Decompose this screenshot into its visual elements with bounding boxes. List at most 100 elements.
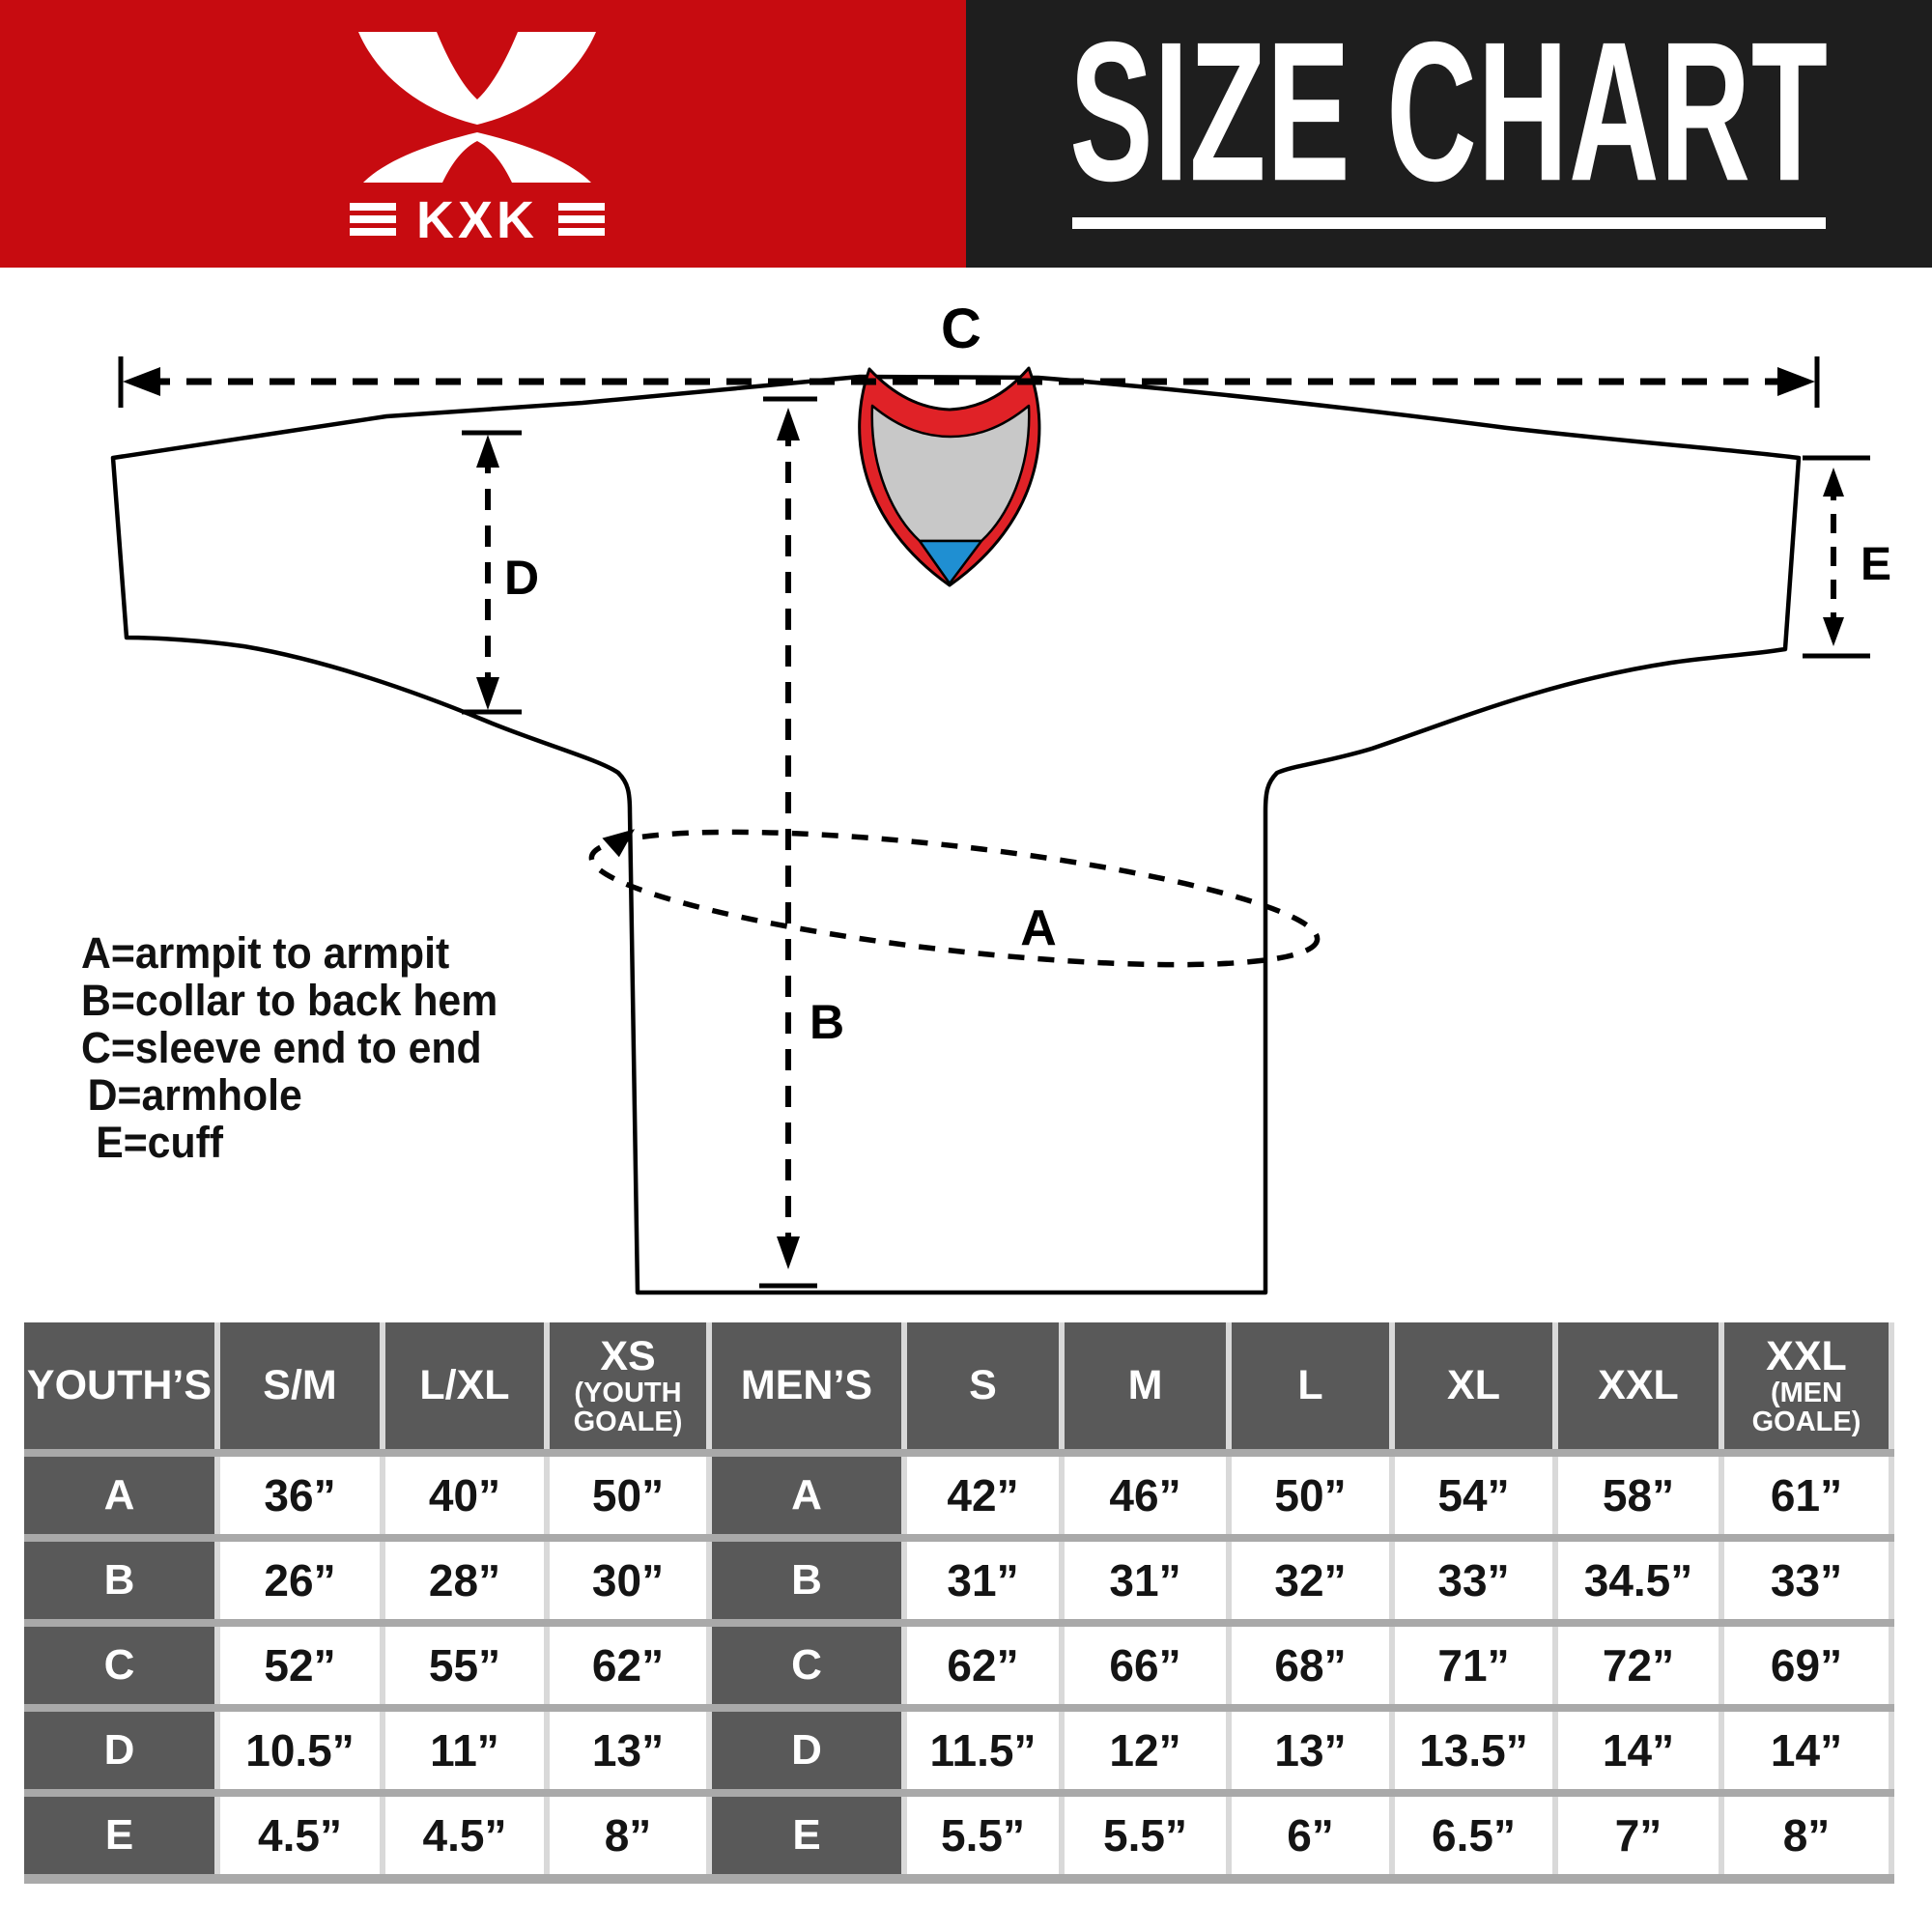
logo-x-bottom-icon <box>363 132 591 183</box>
table-row-d: D 10.5” 11” 13” D 11.5” 12” 13” 13.5” 14… <box>24 1712 1894 1789</box>
measure-a-ellipse <box>588 829 1321 968</box>
table-row-e: E 4.5” 4.5” 8” E 5.5” 5.5” 6” 6.5” 7” 8” <box>24 1797 1894 1874</box>
brand-logo: KXK <box>350 32 605 249</box>
size-cell: 66” <box>1065 1627 1226 1704</box>
row-label: C <box>712 1627 901 1704</box>
size-cell: 13” <box>1232 1712 1389 1789</box>
measure-d-arrow <box>462 430 522 715</box>
column-header: XXL <box>1558 1322 1719 1449</box>
column-header: S/M <box>220 1322 380 1449</box>
row-divider <box>24 1619 1894 1627</box>
size-cell: 69” <box>1724 1627 1889 1704</box>
column-header: L <box>1232 1322 1389 1449</box>
legend-line-d: D=armhole <box>87 1070 302 1120</box>
column-header: M <box>1065 1322 1226 1449</box>
size-cell: 68” <box>1232 1627 1389 1704</box>
size-cell: 13.5” <box>1395 1712 1552 1789</box>
size-cell: 62” <box>907 1627 1059 1704</box>
measure-b-label: B <box>810 995 844 1049</box>
size-cell: 50” <box>1232 1457 1389 1534</box>
row-divider <box>24 1704 1894 1712</box>
size-cell: 11” <box>385 1712 544 1789</box>
size-cell: 32” <box>1232 1542 1389 1619</box>
size-cell: 31” <box>1065 1542 1226 1619</box>
size-cell: 72” <box>1558 1627 1719 1704</box>
collar-blue-vee <box>918 539 983 585</box>
column-header: XL <box>1395 1322 1552 1449</box>
row-divider <box>24 1789 1894 1797</box>
size-table: YOUTH’S S/M L/XL XS (YOUTH GOALE) MEN’S … <box>24 1322 1894 1884</box>
row-divider <box>24 1534 1894 1542</box>
size-cell: 61” <box>1724 1457 1889 1534</box>
column-header: L/XL <box>385 1322 544 1449</box>
logo-text: KXK <box>416 191 538 249</box>
row-divider <box>24 1449 1894 1457</box>
size-cell: 55” <box>385 1627 544 1704</box>
legend-line-e: E=cuff <box>96 1118 224 1167</box>
logo-bars-right-icon <box>558 203 605 236</box>
measurement-legend: A=armpit to armpit B=collar to back hem … <box>81 929 632 1166</box>
size-cell: 54” <box>1395 1457 1552 1534</box>
size-cell: 71” <box>1395 1627 1552 1704</box>
jersey-outline <box>110 374 1802 1295</box>
table-row-b: B 26” 28” 30” B 31” 31” 32” 33” 34.5” 33… <box>24 1542 1894 1619</box>
page-title: SIZE CHART <box>1069 1 1829 222</box>
measure-c-arrow <box>118 356 1820 408</box>
size-cell: 10.5” <box>220 1712 380 1789</box>
size-cell: 8” <box>550 1797 706 1874</box>
size-cell: 12” <box>1065 1712 1226 1789</box>
legend-line-a: A=armpit to armpit <box>81 928 450 978</box>
size-cell: 4.5” <box>385 1797 544 1874</box>
measure-a-label: A <box>1020 900 1057 956</box>
row-label: B <box>712 1542 901 1619</box>
size-cell: 30” <box>550 1542 706 1619</box>
size-cell: 31” <box>907 1542 1059 1619</box>
row-label: E <box>24 1797 214 1874</box>
column-header-xs-youth-goale: XS (YOUTH GOALE) <box>550 1322 706 1449</box>
logo-bars-left-icon <box>350 203 396 236</box>
size-cell: 52” <box>220 1627 380 1704</box>
size-cell: 26” <box>220 1542 380 1619</box>
column-header-youths: YOUTH’S <box>24 1322 214 1449</box>
size-cell: 33” <box>1395 1542 1552 1619</box>
collar-inner-gray <box>870 404 1031 543</box>
size-cell: 36” <box>220 1457 380 1534</box>
row-label: B <box>24 1542 214 1619</box>
size-cell: 8” <box>1724 1797 1889 1874</box>
measure-d-label: D <box>504 551 539 605</box>
size-cell: 46” <box>1065 1457 1226 1534</box>
column-header-mens: MEN’S <box>712 1322 901 1449</box>
row-label: C <box>24 1627 214 1704</box>
legend-line-b: B=collar to back hem <box>81 976 498 1025</box>
size-cell: 5.5” <box>1065 1797 1226 1874</box>
size-cell: 40” <box>385 1457 544 1534</box>
measure-e-arrow <box>1803 455 1870 659</box>
legend-line-c: C=sleeve end to end <box>81 1023 482 1072</box>
size-cell: 28” <box>385 1542 544 1619</box>
size-cell: 62” <box>550 1627 706 1704</box>
size-cell: 34.5” <box>1558 1542 1719 1619</box>
size-cell: 7” <box>1558 1797 1719 1874</box>
table-bottom-border <box>24 1874 1894 1884</box>
row-label: A <box>712 1457 901 1534</box>
row-label: A <box>24 1457 214 1534</box>
size-cell: 6” <box>1232 1797 1389 1874</box>
row-label: E <box>712 1797 901 1874</box>
measure-b-arrow <box>759 396 817 1289</box>
logo-x-top-icon <box>358 32 596 125</box>
brand-header-panel: KXK <box>0 0 966 268</box>
table-header-row: YOUTH’S S/M L/XL XS (YOUTH GOALE) MEN’S … <box>24 1322 1894 1449</box>
size-cell: 58” <box>1558 1457 1719 1534</box>
table-row-c: C 52” 55” 62” C 62” 66” 68” 71” 72” 69” <box>24 1627 1894 1704</box>
size-cell: 5.5” <box>907 1797 1059 1874</box>
size-cell: 14” <box>1558 1712 1719 1789</box>
column-header-xxl-men-goale: XXL (MEN GOALE) <box>1724 1322 1889 1449</box>
size-cell: 6.5” <box>1395 1797 1552 1874</box>
title-panel: SIZE CHART <box>966 0 1932 268</box>
size-cell: 4.5” <box>220 1797 380 1874</box>
measure-c-label: C <box>941 298 981 360</box>
jersey-measurement-diagram: C D B A <box>110 298 1891 1295</box>
measure-e-label: E <box>1861 539 1891 590</box>
size-cell: 11.5” <box>907 1712 1059 1789</box>
